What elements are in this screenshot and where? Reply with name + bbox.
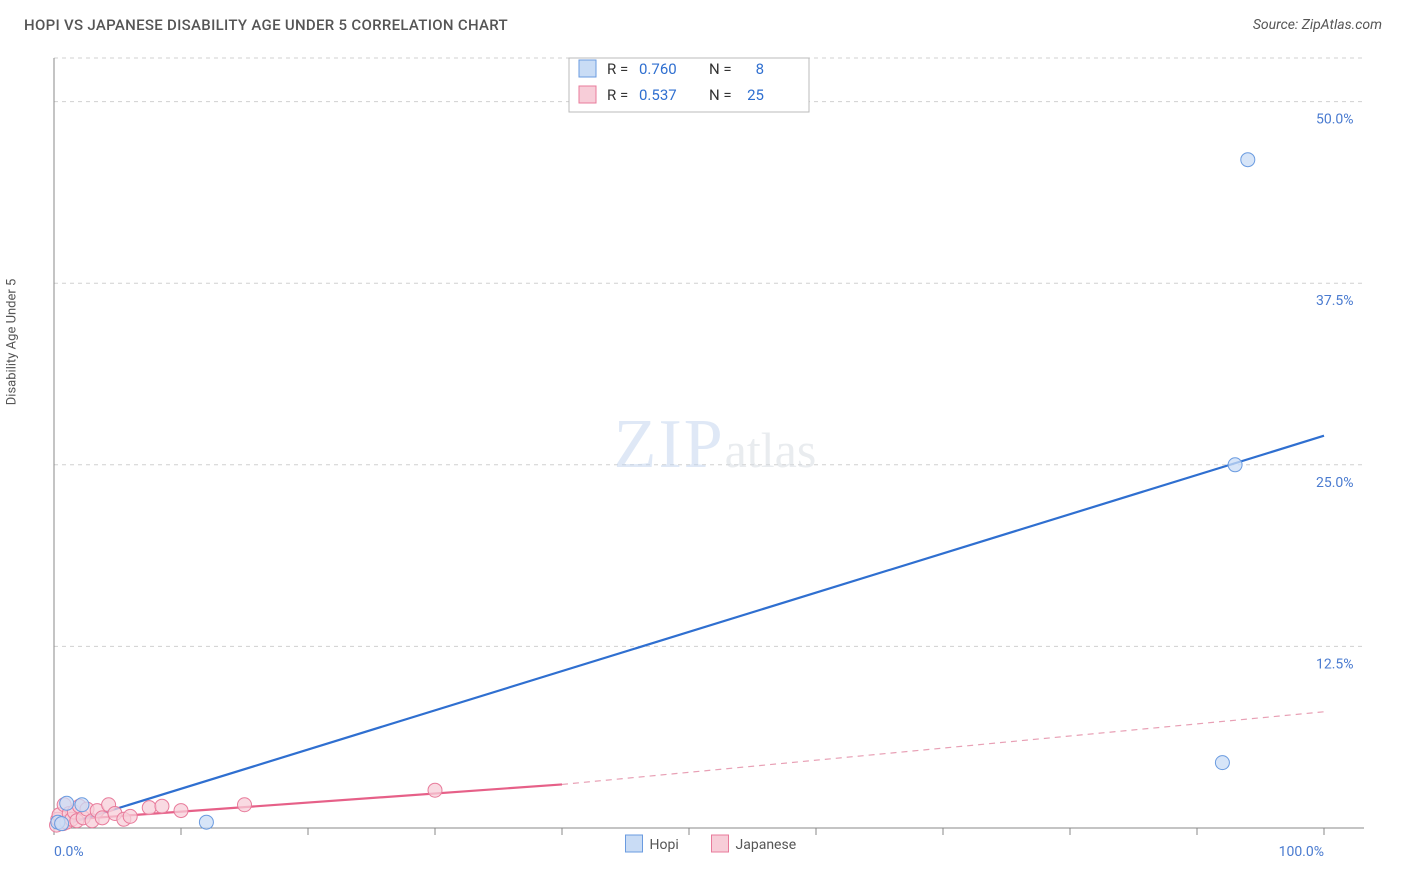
- stats-n-label: N =: [709, 86, 732, 104]
- stats-r-label: R =: [607, 60, 628, 78]
- y-tick-label: 37.5%: [1316, 293, 1354, 309]
- x-tick-label: 0.0%: [54, 844, 84, 860]
- y-tick-label: 12.5%: [1316, 656, 1354, 672]
- data-point-hopi: [75, 798, 89, 812]
- stats-n-value: 25: [747, 86, 764, 104]
- data-point-japanese: [428, 783, 442, 797]
- x-tick-label: 100.0%: [1279, 844, 1324, 860]
- data-point-hopi: [1228, 458, 1242, 472]
- data-point-japanese: [155, 799, 169, 813]
- data-point-hopi: [55, 817, 69, 831]
- trend-line-japanese-ext: [562, 712, 1324, 785]
- chart-source: Source: ZipAtlas.com: [1253, 17, 1382, 33]
- data-point-hopi: [1241, 153, 1255, 167]
- stats-r-value: 0.537: [639, 86, 677, 104]
- data-point-japanese: [95, 811, 109, 825]
- data-point-hopi: [1215, 756, 1229, 770]
- data-point-japanese: [142, 801, 156, 815]
- stats-r-label: R =: [607, 86, 628, 104]
- trend-line-hopi: [54, 436, 1324, 828]
- y-tick-label: 25.0%: [1316, 475, 1354, 491]
- data-point-hopi: [60, 796, 74, 810]
- stats-r-value: 0.760: [639, 60, 677, 78]
- stats-swatch: [579, 86, 596, 103]
- stats-swatch: [579, 60, 596, 77]
- legend-swatch: [712, 835, 729, 852]
- data-point-japanese: [238, 798, 252, 812]
- legend-swatch: [626, 835, 643, 852]
- legend-label: Hopi: [650, 837, 679, 853]
- scatter-plot: 0.0% 100.0% 12.5% 25.0% 37.5% 50.0% R = 0.760 N …: [48, 50, 1384, 872]
- chart-header: HOPI VS JAPANESE DISABILITY AGE UNDER 5 …: [0, 0, 1406, 42]
- stats-box: [569, 58, 809, 112]
- chart-area: Disability Age Under 5 ZIPatlas 0.0%100.…: [48, 50, 1382, 872]
- data-point-hopi: [199, 815, 213, 829]
- y-axis-label: Disability Age Under 5: [5, 279, 20, 406]
- chart-title: HOPI VS JAPANESE DISABILITY AGE UNDER 5 …: [24, 16, 508, 34]
- stats-n-value: 8: [756, 60, 764, 78]
- stats-n-label: N =: [709, 60, 732, 78]
- data-point-japanese: [174, 804, 188, 818]
- legend-label: Japanese: [736, 837, 797, 853]
- data-point-japanese: [123, 809, 137, 823]
- y-tick-label: 50.0%: [1316, 112, 1354, 128]
